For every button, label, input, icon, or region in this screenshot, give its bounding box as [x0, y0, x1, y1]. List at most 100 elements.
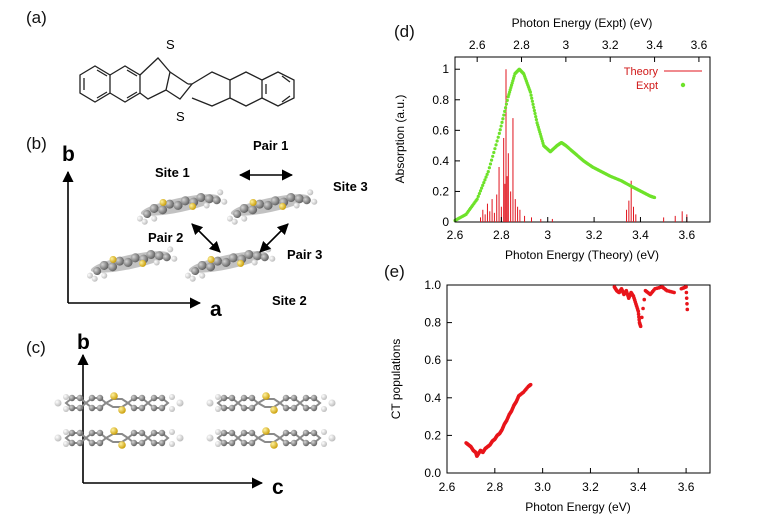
ct-point-47-3 — [685, 302, 689, 306]
expt-point-2-3 — [478, 189, 483, 193]
expt-point-2-1 — [476, 194, 480, 198]
expt-point-2-5 — [481, 183, 485, 187]
absorption-x2tick-5: 3.6 — [691, 38, 708, 52]
expt-point-9-0 — [528, 90, 532, 94]
ct-ytick-3: 0.6 — [424, 353, 441, 367]
panel-label-d: (d) — [394, 22, 415, 41]
legend-expt-marker — [680, 82, 686, 88]
molecule-left — [84, 242, 179, 284]
ct-ytick-2: 0.4 — [424, 391, 441, 405]
expt-point-2-0 — [475, 197, 479, 201]
ct-xtick-5: 3.6 — [678, 480, 695, 494]
expt-point-3-1 — [487, 166, 491, 170]
expt-point-3-9 — [496, 135, 500, 139]
ct-ytick-5: 1.0 — [424, 278, 441, 292]
expt-point-4-3 — [500, 120, 504, 124]
panel-label-e: (e) — [384, 262, 405, 281]
panel-label-a: (a) — [26, 8, 47, 27]
expt-point-3-0 — [486, 169, 490, 174]
expt-point-last — [652, 195, 657, 200]
panel-label-c: (c) — [26, 338, 46, 357]
ct-ylabel: CT populations — [389, 339, 403, 420]
molecule-bc-2 — [205, 391, 337, 415]
site-3-label: Site 3 — [333, 179, 368, 194]
pair-2-label: Pair 2 — [148, 230, 183, 245]
absorption-legend: Theory Expt — [624, 66, 702, 92]
absorption-x2tick-0: 2.6 — [469, 38, 486, 52]
expt-point-9-1 — [529, 93, 533, 97]
crystal-packing-ab — [62, 169, 319, 309]
molecule-structure — [79, 57, 295, 107]
expt-point-3-8 — [495, 139, 499, 143]
ct-point-39 — [638, 324, 643, 329]
ct-point-26 — [528, 382, 533, 387]
ct-xlabel: Photon Energy (eV) — [525, 500, 630, 514]
ct-point-37-3 — [637, 317, 641, 322]
ct-xtick-1: 2.8 — [486, 480, 503, 494]
axis-b2-label: b — [77, 331, 90, 354]
expt-point-9-7 — [533, 111, 537, 116]
ct-xtick-3: 3.2 — [582, 480, 599, 494]
expt-point-4-4 — [501, 117, 505, 121]
ct-point-37-1 — [636, 312, 641, 316]
expt-point-3-4 — [491, 154, 495, 158]
ct-ytick-4: 0.8 — [424, 316, 441, 330]
absorption-ytick-1: 0.2 — [432, 184, 449, 198]
pair-3-arrow — [259, 223, 289, 253]
ct-point-47-2 — [684, 296, 689, 300]
absorption-xtick-0: 2.6 — [447, 228, 464, 242]
ct-point-39-3 — [642, 297, 647, 302]
expt-point-4-6 — [503, 109, 507, 113]
absorption-x2ticks: 2.6 2.8 3 3.2 3.4 3.6 — [469, 38, 708, 62]
expt-point-2-9 — [485, 172, 489, 176]
molecule-bc-1 — [53, 391, 185, 415]
theory-sticks — [480, 69, 688, 222]
ct-chart: 0.0 0.2 0.4 0.6 0.8 1.0 2.6 2.8 3.0 3.2 3.4 3.6 Ph… — [389, 278, 711, 514]
absorption-xtick-5: 3.6 — [678, 228, 695, 242]
expt-point-4-2 — [499, 124, 503, 128]
panel-label-b: (b) — [26, 134, 47, 153]
absorption-xtick-2: 3 — [544, 228, 551, 242]
absorption-ytick-5: 1 — [442, 62, 449, 76]
expt-point-2-4 — [480, 186, 484, 190]
legend-expt-label: Expt — [636, 80, 658, 92]
absorption-ytick-4: 0.8 — [432, 93, 449, 107]
molecule-site-1 — [134, 185, 229, 227]
ct-point-48 — [685, 307, 690, 312]
molecule-bc-3 — [53, 426, 185, 450]
absorption-x2tick-1: 2.8 — [513, 38, 530, 52]
absorption-xtick-1: 2.8 — [493, 228, 510, 242]
expt-point-2-8 — [484, 175, 488, 179]
ct-point-47-1 — [684, 290, 689, 295]
pair-1-label: Pair 1 — [253, 138, 288, 153]
expt-point-4-8 — [504, 102, 509, 106]
pair-2-arrow — [191, 223, 221, 253]
absorption-ytick-2: 0.4 — [432, 154, 449, 168]
expt-point-4-0 — [497, 131, 501, 135]
absorption-xtick-4: 3.4 — [632, 228, 649, 242]
expt-point-2-7 — [483, 178, 487, 182]
ct-xtick-4: 3.4 — [630, 480, 647, 494]
expt-point-3-5 — [492, 150, 496, 155]
expt-point-2-6 — [482, 180, 486, 185]
pair-3-label: Pair 3 — [287, 247, 322, 262]
ct-point-37 — [636, 309, 641, 314]
ct-point-47 — [684, 285, 688, 289]
legend-theory-label: Theory — [624, 66, 659, 78]
axis-c-label: c — [272, 476, 284, 499]
crystal-packing-bc — [53, 353, 337, 489]
molecule-site-3 — [224, 185, 319, 227]
absorption-xtick-3: 3.2 — [586, 228, 603, 242]
absorption-x2tick-2: 3 — [563, 38, 570, 52]
absorption-ylabel: Absorption (a.u.) — [393, 95, 407, 184]
molecule-bc-4 — [205, 426, 337, 450]
absorption-ytick-0: 0 — [442, 215, 449, 229]
absorption-x2tick-3: 3.2 — [602, 38, 619, 52]
expt-point-9-3 — [530, 99, 534, 103]
ct-point-39-1 — [640, 315, 644, 320]
expt-point-9-6 — [532, 108, 536, 113]
ct-point-37-2 — [637, 315, 641, 319]
ct-ytick-0: 0.0 — [424, 466, 441, 480]
absorption-xticks: 2.6 2.8 3 3.2 3.4 3.6 — [447, 217, 695, 242]
molecule-sulfur-bottom: S — [176, 109, 185, 124]
